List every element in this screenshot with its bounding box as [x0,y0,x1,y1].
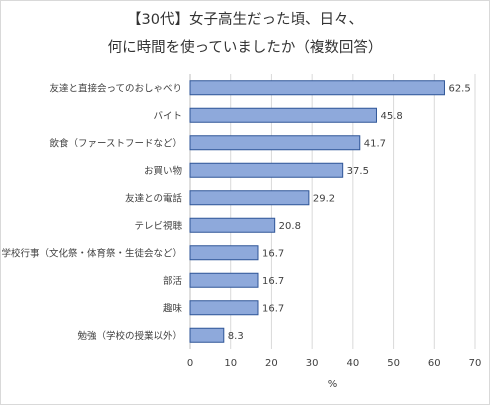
chart-title-line-2: 何に時間を使っていましたか（複数回答） [107,40,383,56]
x-tick-label: 20 [265,358,278,369]
x-tick-label: 0 [187,358,193,369]
category-label: 部活 [163,275,183,287]
bar [189,80,445,96]
data-label: 16.7 [262,303,284,314]
x-tick-label: 30 [306,358,319,369]
data-label: 41.7 [364,138,386,149]
bar [189,135,361,151]
bar [189,245,259,261]
data-label: 29.2 [313,193,335,204]
x-tick-label: 40 [346,358,359,369]
data-label: 62.5 [448,83,470,94]
data-label: 16.7 [262,248,284,259]
x-tick-label: 10 [224,358,237,369]
x-axis-label: % [328,379,338,390]
x-tick-label: 60 [428,358,441,369]
category-label: 学校行事（文化祭・体育祭・生徒会など） [1,247,182,259]
bar [189,327,225,343]
data-label: 20.8 [279,221,301,232]
data-label: 45.8 [380,111,402,122]
bar [189,300,259,316]
x-tick-label: 70 [469,358,482,369]
category-label: 勉強（学校の授業以外） [77,330,182,342]
category-label: お買い物 [144,165,183,177]
bar [189,217,276,233]
category-label: 趣味 [163,302,183,314]
category-label: テレビ視聴 [134,220,182,232]
bar [189,107,377,123]
data-label: 16.7 [262,276,284,287]
x-tick-label: 50 [387,358,400,369]
category-label: 飲食（ファーストフードなど） [49,137,182,149]
chart-title-line-1: 【30代】女子高生だった頃、日々、 [127,12,363,28]
data-label: 37.5 [347,166,369,177]
bar [189,190,310,206]
bar [189,272,259,288]
data-label: 8.3 [228,331,244,342]
category-label: 友達と直接会ってのおしゃべり [49,82,182,94]
category-label: バイト [153,111,182,122]
bar [189,162,344,178]
category-label: 友達との電話 [125,192,182,204]
